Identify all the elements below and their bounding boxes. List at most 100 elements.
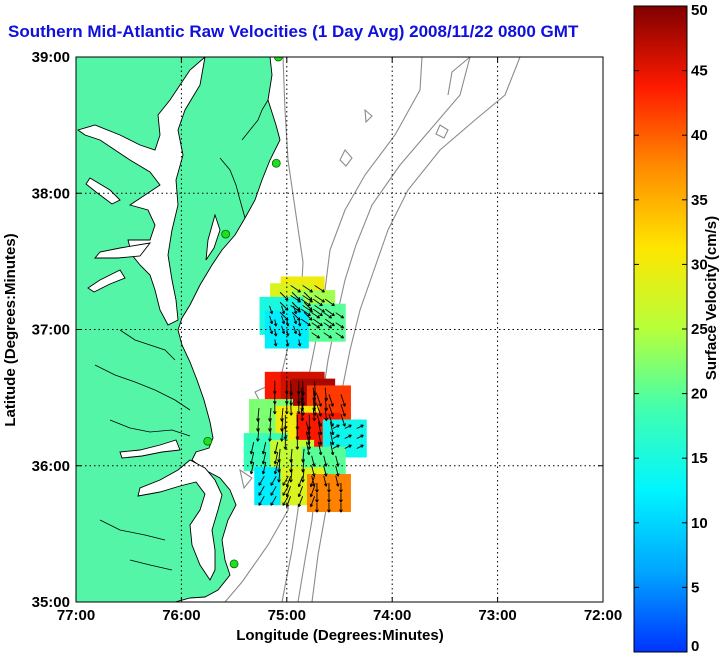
- velocity-arrow: [302, 380, 304, 396]
- x-axis: 77:00 76:00 75:00 74:00 73:00 72:00: [57, 57, 622, 624]
- velocity-arrow: [262, 442, 267, 455]
- velocity-arrow: [332, 424, 340, 429]
- velocity-arrow: [274, 339, 277, 347]
- velocity-arrow-head: [342, 423, 346, 427]
- velocity-arrow-head: [321, 299, 325, 303]
- velocity-arrow-head: [321, 289, 325, 293]
- velocity-arrow-head: [330, 451, 335, 456]
- velocity-arrow: [300, 308, 311, 317]
- velocity-arrow-head: [261, 470, 266, 475]
- velocity-arrow: [279, 291, 289, 301]
- velocity-arrow: [262, 452, 267, 465]
- velocity-arrow: [312, 308, 323, 317]
- velocity-arrow: [262, 462, 267, 475]
- velocity-arrow-head: [296, 411, 301, 415]
- velocity-arrow: [335, 455, 339, 467]
- velocity-arrow-head: [277, 479, 281, 483]
- velocity-arrow: [250, 442, 255, 455]
- velocity-arrow-head: [273, 460, 278, 465]
- velocity-arrow: [274, 319, 277, 327]
- velocity-arrow: [311, 332, 320, 339]
- velocity-arrow-head: [297, 323, 302, 327]
- colorbar-label: Surface Velocity (cm/s): [703, 216, 720, 380]
- velocity-arrow-head: [327, 499, 331, 503]
- velocity-arrow-head: [249, 460, 254, 465]
- velocity-arrow-head: [272, 411, 277, 415]
- velocity-arrow-head: [281, 320, 286, 325]
- velocity-arrow-head: [285, 343, 290, 347]
- velocity-arrow-head: [315, 499, 319, 503]
- colorbar: [633, 5, 688, 653]
- velocity-arrow: [323, 465, 327, 477]
- velocity-arrow: [328, 404, 334, 417]
- velocity-arrow-head: [280, 438, 284, 442]
- velocity-arrow: [257, 408, 260, 422]
- velocity-arrow-head: [293, 320, 298, 325]
- velocity-arrow: [290, 305, 301, 313]
- velocity-arrow: [302, 295, 313, 303]
- colorbar-tick-label: 0: [691, 638, 699, 655]
- velocity-arrow: [340, 394, 346, 407]
- velocity-arrow: [329, 441, 334, 455]
- velocity-arrow-head: [297, 483, 302, 488]
- y-axis: 35:00 36:00 37:00 38:00 39:00: [32, 49, 603, 611]
- water-bodies: [76, 57, 223, 581]
- velocity-arrow-head: [281, 330, 286, 335]
- velocity-arrow-head: [311, 473, 316, 477]
- velocity-arrow: [356, 444, 364, 449]
- velocity-arrow-head: [307, 446, 312, 450]
- velocity-arrow: [257, 418, 260, 432]
- colorbar-tick-label: 40: [691, 127, 708, 144]
- velocity-arrow: [290, 285, 301, 293]
- velocity-arrow: [310, 496, 316, 507]
- velocity-arrow-head: [270, 492, 274, 496]
- velocity-arrow-head: [306, 451, 311, 456]
- velocity-arrow-head: [339, 499, 343, 503]
- velocity-arrow: [335, 475, 339, 487]
- velocity-arrow-head: [258, 482, 262, 486]
- velocity-arrow: [300, 407, 303, 421]
- velocity-arrow-head: [282, 492, 286, 496]
- velocity-arrow-head: [285, 323, 290, 327]
- station-marker: [203, 436, 213, 446]
- velocity-arrow: [303, 301, 313, 311]
- colorbar-tick-label: 30: [691, 256, 708, 273]
- velocity-arrow: [317, 431, 322, 445]
- velocity-arrow-head: [273, 450, 278, 455]
- velocity-arrow: [298, 339, 301, 347]
- velocity-arrow: [314, 295, 325, 303]
- velocity-arrow-head: [348, 434, 352, 438]
- x-tick-label: 76:00: [162, 607, 200, 624]
- velocity-arrow-head: [289, 479, 293, 483]
- velocity-arrow-head: [318, 441, 323, 446]
- velocity-arrow: [316, 414, 322, 427]
- velocity-arrow-head: [273, 323, 278, 327]
- velocity-arrow: [298, 329, 301, 337]
- colorbar-tick-label: 15: [691, 450, 708, 467]
- velocity-arrow: [278, 448, 281, 463]
- velocity-arrow-head: [336, 444, 340, 448]
- velocity-arrow-head: [297, 333, 302, 337]
- velocity-arrow: [281, 428, 284, 442]
- velocity-arrow: [323, 312, 332, 319]
- velocity-arrow-head: [308, 297, 313, 301]
- velocity-arrow: [332, 444, 340, 449]
- velocity-arrow-head: [319, 322, 323, 327]
- velocity-arrow: [311, 312, 320, 319]
- velocity-arrow-head: [285, 503, 290, 508]
- velocity-arrow-head: [335, 483, 340, 487]
- x-tick-label: 74:00: [373, 607, 411, 624]
- x-tick-label: 72:00: [584, 607, 622, 624]
- velocity-arrow-head: [316, 335, 321, 339]
- y-tick-label: 39:00: [32, 49, 70, 66]
- velocity-arrow-head: [293, 330, 298, 335]
- velocity-arrow: [324, 407, 327, 421]
- velocity-arrow: [300, 298, 311, 307]
- velocity-arrow-head: [328, 315, 333, 319]
- velocity-arrow-head: [249, 470, 254, 475]
- velocity-arrow-head: [289, 412, 293, 416]
- velocity-arrow: [316, 404, 322, 417]
- velocity-arrow: [269, 408, 272, 422]
- velocity-arrow: [298, 486, 304, 497]
- velocity-arrow: [286, 496, 292, 507]
